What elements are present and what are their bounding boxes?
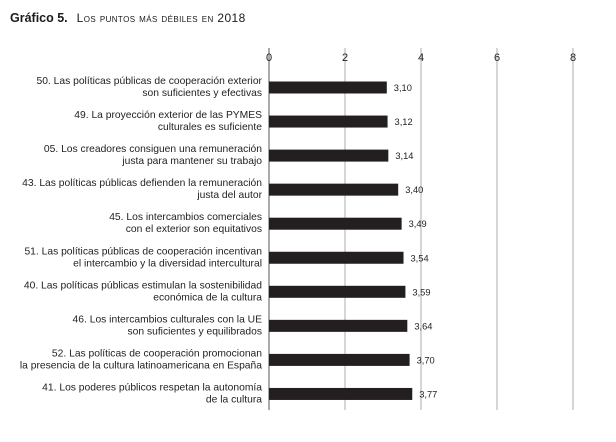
category-label-line: 43. Las políticas públicas defienden la … <box>22 178 262 189</box>
value-label: 3,59 <box>412 287 430 297</box>
category-label-line: 52. Las políticas de cooperación promoci… <box>52 348 262 359</box>
x-tick-label: 4 <box>418 52 424 64</box>
bar <box>269 217 402 230</box>
category-label-line: 49. La proyección exterior de las PYMES <box>74 110 262 121</box>
bar <box>269 115 388 128</box>
x-tick-label: 0 <box>266 52 272 64</box>
value-label: 3,14 <box>395 151 413 161</box>
category-label: 41. Los poderes públicos respetan la aut… <box>42 382 262 405</box>
svg-text:Gráfico 5. Los puntos má: Gráfico 5. Los puntos más débiles en 201… <box>10 9 246 26</box>
category-label-line: 46. Los intercambios culturales con la U… <box>73 314 263 325</box>
category-label: 40. Las políticas públicas estimulan la … <box>24 280 262 303</box>
category-label-line: culturales es suficiente <box>158 122 262 133</box>
bar <box>269 285 406 298</box>
value-label: 3,12 <box>395 117 413 127</box>
category-label: 52. Las políticas de cooperación promoci… <box>20 348 262 371</box>
category-label-line: 40. Las políticas públicas estimulan la … <box>24 280 262 291</box>
value-label: 3,40 <box>405 185 423 195</box>
chart-title: Gráfico 5. Los puntos más débiles en 201… <box>10 9 246 26</box>
value-label: 3,70 <box>417 355 435 365</box>
value-labels: 3,10 3,12 3,14 3,40 3,49 3,54 3,59 3,64 3,70 3,77 <box>394 83 438 399</box>
category-label-line: son suficientes y efectivas <box>142 88 262 99</box>
value-label: 3,10 <box>394 83 412 93</box>
chart-title-prefix: Gráfico 5. <box>10 11 68 25</box>
category-label-line: justa para mantener su trabajo <box>121 156 262 167</box>
category-label-line: justa del autor <box>196 190 262 201</box>
category-label-line: 41. Los poderes públicos respetan la aut… <box>42 382 262 393</box>
value-label: 3,64 <box>414 321 432 331</box>
category-label: 05. Los creadores consiguen una remunera… <box>44 144 262 167</box>
value-label: 3,77 <box>419 389 437 399</box>
category-label-line: son suficientes y equilibrados <box>127 326 262 337</box>
category-label-line: económica de la cultura <box>153 292 262 303</box>
category-label-line: con el exterior son equitativos <box>126 224 262 235</box>
category-label-line: 05. Los creadores consiguen una remunera… <box>44 144 262 155</box>
chart-title-text: Los puntos más débiles en 2018 <box>77 11 246 25</box>
x-tick-label: 2 <box>342 52 348 64</box>
category-label-line: 51. Las políticas públicas de cooperació… <box>24 246 262 257</box>
value-label: 3,49 <box>409 219 427 229</box>
bar <box>269 149 389 162</box>
category-label: 46. Los intercambios culturales con la U… <box>73 314 263 337</box>
bar <box>269 353 410 366</box>
category-label: 51. Las políticas públicas de cooperació… <box>24 246 262 269</box>
category-label-line: el intercambio y la diversidad intercult… <box>73 258 262 269</box>
category-label: 43. Las políticas públicas defienden la … <box>22 178 262 201</box>
bar <box>269 183 399 196</box>
x-tick-label: 8 <box>570 52 576 64</box>
x-axis-ticks: 0 2 4 6 8 <box>266 52 576 64</box>
category-label-line: 45. Los intercambios comerciales <box>109 212 262 223</box>
category-labels: 50. Las políticas públicas de cooperació… <box>20 76 263 405</box>
x-tick-label: 6 <box>494 52 500 64</box>
bar <box>269 81 387 94</box>
category-label-line: 50. Las políticas públicas de cooperació… <box>36 76 262 87</box>
bar <box>269 387 413 400</box>
category-label-line: de la cultura <box>206 394 262 405</box>
category-label: 45. Los intercambios comerciales con el e… <box>109 212 262 235</box>
bars <box>269 81 413 400</box>
value-label: 3,54 <box>411 253 429 263</box>
category-label-line: la presencia de la cultura latinoamerica… <box>20 360 262 371</box>
bar <box>269 251 404 264</box>
category-label: 49. La proyección exterior de las PYMES c… <box>74 110 262 133</box>
category-label: 50. Las políticas públicas de cooperació… <box>36 76 262 99</box>
bar <box>269 319 408 332</box>
